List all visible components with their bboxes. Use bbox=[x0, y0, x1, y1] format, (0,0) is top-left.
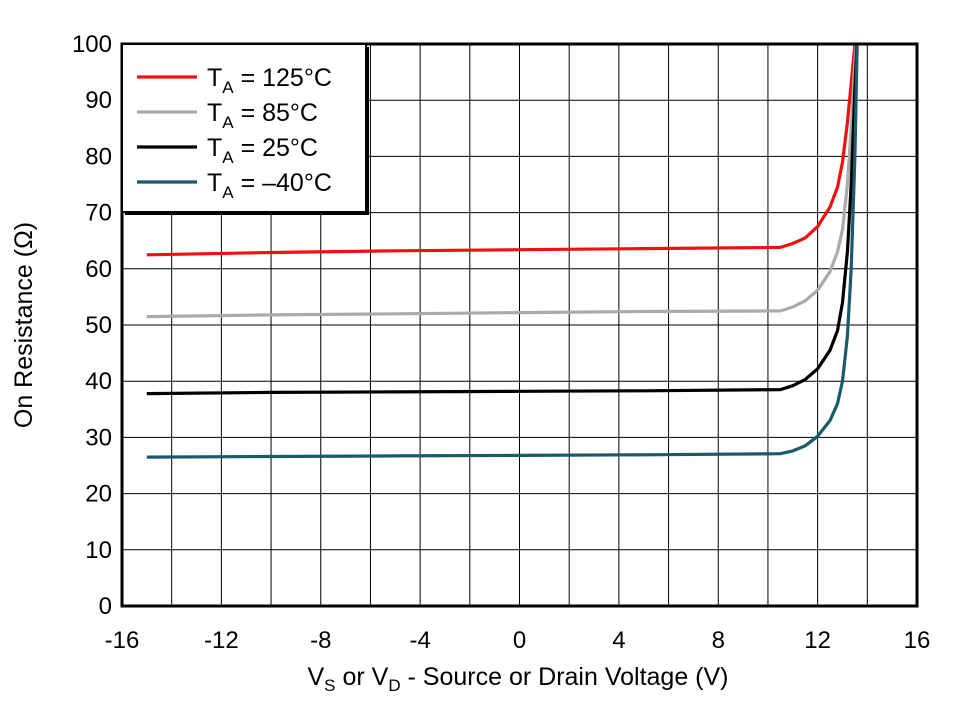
series-line bbox=[146, 44, 859, 396]
plot-frame bbox=[120, 42, 919, 608]
series-line bbox=[146, 44, 859, 459]
legend-label: TA = –40°C bbox=[207, 169, 332, 202]
legend-box bbox=[121, 43, 367, 213]
y-tick-label: 100 bbox=[72, 31, 112, 58]
x-tick-label: -8 bbox=[310, 627, 331, 654]
y-tick-label: 10 bbox=[85, 537, 112, 564]
y-tick-label: 90 bbox=[85, 87, 112, 114]
x-tick-label: -12 bbox=[204, 627, 239, 654]
x-tick-label: -4 bbox=[409, 627, 430, 654]
y-tick-label: 70 bbox=[85, 200, 112, 227]
y-axis-ticks: 0 10 20 30 40 50 60 70 80 90 100 bbox=[72, 31, 112, 620]
y-tick-label: 60 bbox=[85, 256, 112, 283]
y-tick-label: 30 bbox=[85, 424, 112, 451]
y-tick-label: 80 bbox=[85, 143, 112, 170]
x-tick-label: 16 bbox=[904, 627, 931, 654]
grid bbox=[122, 44, 917, 606]
series-line bbox=[146, 44, 859, 319]
y-axis-title: On Resistance (Ω) bbox=[10, 222, 38, 428]
x-axis-ticks: -16 -12 -8 -4 0 4 8 12 16 bbox=[105, 627, 931, 654]
x-tick-label: 0 bbox=[513, 627, 526, 654]
series-line bbox=[146, 44, 857, 257]
y-tick-label: 40 bbox=[85, 368, 112, 395]
y-tick-label: 50 bbox=[85, 312, 112, 339]
y-tick-label: 0 bbox=[99, 593, 112, 620]
x-axis-title: VS or VD - Source or Drain Voltage (V) bbox=[307, 663, 728, 695]
x-tick-label: 12 bbox=[804, 627, 831, 654]
x-tick-label: 8 bbox=[712, 627, 725, 654]
y-tick-label: 20 bbox=[85, 481, 112, 508]
legend-label: TA = 125°C bbox=[207, 64, 332, 97]
legend-label: TA = 25°C bbox=[207, 134, 318, 167]
series-lines bbox=[146, 44, 859, 459]
legend-label: TA = 85°C bbox=[207, 99, 318, 132]
x-tick-label: 4 bbox=[612, 627, 625, 654]
x-tick-label: -16 bbox=[105, 627, 140, 654]
legend: TA = 125°CTA = 85°CTA = 25°CTA = –40°C bbox=[121, 43, 369, 215]
